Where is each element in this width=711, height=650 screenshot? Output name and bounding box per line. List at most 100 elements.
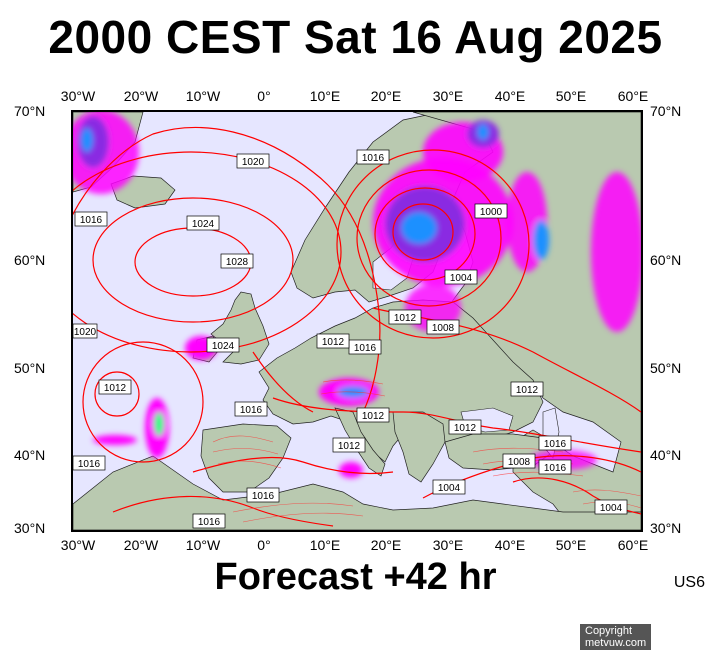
forecast-hour: Forecast +42 hr <box>214 556 497 598</box>
lon-tick-top: 40°E <box>494 88 526 104</box>
isobar-1012-low <box>94 371 140 417</box>
lat-tick-left: 40°N <box>14 447 46 463</box>
isobar-1000 <box>374 187 476 281</box>
isobar-label-text: 1016 <box>544 463 567 474</box>
lon-tick-top: 10°E <box>309 88 341 104</box>
isobar-label-text: 1012 <box>338 441 361 452</box>
isobar-1024 <box>92 197 294 323</box>
forecast-title: 2000 CEST Sat 16 Aug 2025 <box>48 11 663 63</box>
isobar-1012-c <box>192 456 394 475</box>
isobar-996 <box>392 203 454 261</box>
lon-tick-bottom: 40°E <box>494 537 526 553</box>
isobar-label: 1016 <box>538 459 572 475</box>
lon-tick-bottom: 30°W <box>60 537 96 553</box>
isobar-label-text: 1016 <box>252 491 275 502</box>
isobar-1008-south <box>512 477 642 515</box>
isobar-label: 1012 <box>356 407 390 423</box>
isobar-label: 1012 <box>388 309 422 325</box>
isobar-label: 1016 <box>246 487 280 503</box>
lon-tick-top: 20°E <box>370 88 402 104</box>
isobar-label: 1028 <box>220 253 254 269</box>
isobar-label-text: 1012 <box>394 313 417 324</box>
map-code: US6 <box>673 574 705 591</box>
isobar-label: 1012 <box>332 437 366 453</box>
isobar-label: 1004 <box>594 499 628 515</box>
lat-tick-right: 70°N <box>650 103 682 119</box>
precipitation <box>63 110 643 478</box>
isobar-label-text: 1012 <box>322 337 345 348</box>
isobar-label-text: 1000 <box>480 207 503 218</box>
lat-tick-right: 40°N <box>650 447 682 463</box>
lon-tick-bottom: 10°W <box>185 537 221 553</box>
isobar-1004 <box>356 169 502 307</box>
isobar-label: 1024 <box>186 215 220 231</box>
isobar-label-text: 1016 <box>544 439 567 450</box>
lat-tick-right: 50°N <box>650 360 682 376</box>
isobar-label: 1020 <box>72 323 98 339</box>
weather-map: 1020 1016 1024 1028 1016 1000 1004 1008 … <box>40 110 652 650</box>
isobar-label: 1016 <box>348 339 382 355</box>
isobar-label-text: 1012 <box>104 383 127 394</box>
isobar-label-text: 1004 <box>450 273 473 284</box>
terrain-contours <box>212 379 642 523</box>
isobar-label: 1004 <box>432 479 466 495</box>
isobar-label-text: 1016 <box>362 153 385 164</box>
isobar-label: 1012 <box>448 419 482 435</box>
lon-tick-bottom: 10°E <box>309 537 341 553</box>
isobar-label: 1008 <box>502 453 536 469</box>
lon-tick-bottom: 50°E <box>555 537 587 553</box>
lon-tick-top: 30°E <box>432 88 464 104</box>
lon-tick-bottom: 30°E <box>432 537 464 553</box>
lon-tick-bottom: 20°E <box>370 537 402 553</box>
balkans <box>392 411 446 483</box>
isobar-label: 1016 <box>356 149 390 165</box>
lon-tick-bottom: 0° <box>257 537 271 553</box>
isobar-label-text: 1004 <box>438 483 461 494</box>
isobar-label-text: 1008 <box>508 457 531 468</box>
isobar-label-text: 1016 <box>198 517 221 528</box>
lon-tick-top: 10°W <box>185 88 221 104</box>
lon-tick-bottom: 20°W <box>123 537 159 553</box>
isobar-1016 <box>68 126 381 413</box>
lat-tick-right: 30°N <box>650 520 682 536</box>
lat-tick-left: 60°N <box>14 252 46 268</box>
isobar-label-text: 1020 <box>242 157 265 168</box>
isobar-label-text: 1012 <box>516 385 539 396</box>
isobar-label: 1016 <box>234 401 268 417</box>
lon-tick-top: 30°W <box>60 88 96 104</box>
isobar-1016-south <box>112 495 334 527</box>
isobar-label: 1012 <box>510 381 544 397</box>
isobar-1008 <box>336 149 530 339</box>
isobar-label-text: 1020 <box>74 327 97 338</box>
isobar-label: 1016 <box>538 435 572 451</box>
copyright-badge: Copyright metvuw.com <box>580 624 652 650</box>
isobar-label-text: 1012 <box>362 411 385 422</box>
lat-tick-left: 30°N <box>14 520 46 536</box>
isobar-label: 1016 <box>74 211 108 227</box>
isobar-label: 1016 <box>72 455 106 471</box>
isobar-label: 1008 <box>426 319 460 335</box>
isobar-label-text: 1016 <box>240 405 263 416</box>
isobar-label: 1004 <box>444 269 478 285</box>
isobar-label: 1024 <box>206 337 240 353</box>
lat-tick-left: 70°N <box>14 103 46 119</box>
isobar-label-text: 1016 <box>354 343 377 354</box>
isobar-label: 1020 <box>236 153 270 169</box>
isobar-label-text: 1024 <box>212 341 235 352</box>
isobar-1016-low <box>82 341 204 463</box>
iceland <box>110 175 176 209</box>
isobar-label-text: 1008 <box>432 323 455 334</box>
isobar-label: 1000 <box>474 203 508 219</box>
isobar-label-text: 1012 <box>454 423 477 434</box>
isobar-label-text: 1028 <box>226 257 249 268</box>
lon-tick-top: 0° <box>257 88 271 104</box>
isobar-label: 1012 <box>98 379 132 395</box>
isobar-label-text: 1024 <box>192 219 215 230</box>
isobar-label: 1016 <box>192 513 226 529</box>
isobar-label-text: 1016 <box>78 459 101 470</box>
lon-tick-top: 20°W <box>123 88 159 104</box>
isobar-label-text: 1004 <box>600 503 623 514</box>
lon-tick-top: 60°E <box>617 88 649 104</box>
isobars <box>40 126 642 527</box>
isobar-1016-west <box>252 351 314 413</box>
